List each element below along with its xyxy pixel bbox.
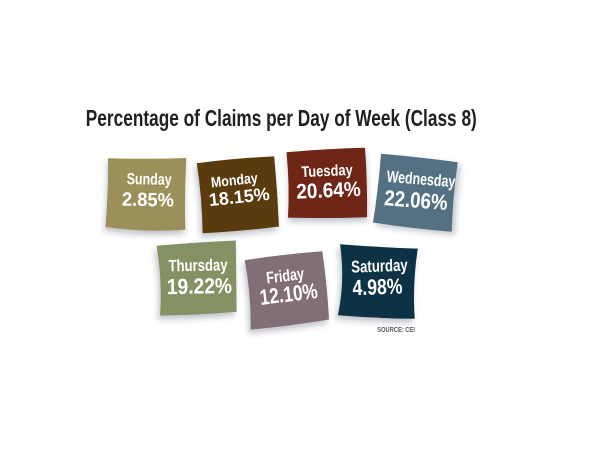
svg-text:Sunday: Sunday: [127, 171, 172, 189]
svg-text:Friday: Friday: [265, 265, 306, 288]
svg-text:20.64%: 20.64%: [296, 178, 362, 204]
svg-text:Monday: Monday: [210, 171, 258, 192]
svg-text:Saturday: Saturday: [351, 256, 409, 277]
svg-text:4.98%: 4.98%: [352, 273, 403, 300]
svg-text:19.22%: 19.22%: [167, 273, 232, 299]
svg-text:Tuesday: Tuesday: [301, 162, 353, 181]
svg-text:22.06%: 22.06%: [383, 185, 448, 215]
svg-text:2.85%: 2.85%: [122, 190, 174, 212]
svg-text:Thursday: Thursday: [168, 256, 228, 275]
svg-text:Wednesday: Wednesday: [386, 168, 457, 191]
svg-text:Percentage of Claims per Day o: Percentage of Claims per Day of Week (Cl…: [86, 105, 477, 131]
svg-text:SOURCE: CEI: SOURCE: CEI: [377, 327, 415, 334]
